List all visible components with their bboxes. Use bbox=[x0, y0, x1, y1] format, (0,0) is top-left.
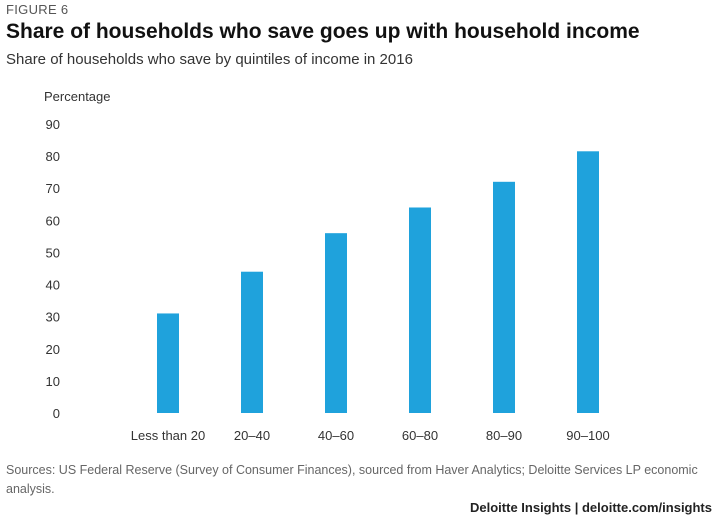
y-tick-label: 80 bbox=[46, 149, 60, 164]
bar bbox=[493, 181, 515, 413]
credit-line: Deloitte Insights | deloitte.com/insight… bbox=[470, 500, 712, 515]
y-axis-ticks: 0 10 20 30 40 50 60 70 80 90 bbox=[46, 117, 60, 421]
bar bbox=[157, 313, 179, 413]
y-tick-label: 40 bbox=[46, 278, 60, 293]
x-tick-label: Less than 20 bbox=[131, 428, 205, 443]
x-tick-label: 90–100 bbox=[566, 428, 609, 443]
y-axis-label: Percentage bbox=[44, 89, 111, 104]
y-tick-label: 10 bbox=[46, 374, 60, 389]
bar bbox=[409, 207, 431, 413]
y-tick-label: 90 bbox=[46, 117, 60, 132]
x-tick-label: 80–90 bbox=[486, 428, 522, 443]
bar bbox=[577, 151, 599, 413]
bar-chart: Percentage 0 10 20 30 40 50 60 70 80 90 Less than… bbox=[44, 89, 610, 443]
bar bbox=[325, 233, 347, 413]
bars bbox=[157, 151, 599, 413]
bar bbox=[241, 271, 263, 413]
source-note: Sources: US Federal Reserve (Survey of C… bbox=[6, 463, 698, 496]
y-tick-label: 0 bbox=[53, 406, 60, 421]
x-tick-label: 20–40 bbox=[234, 428, 270, 443]
y-tick-label: 50 bbox=[46, 245, 60, 260]
x-tick-label: 60–80 bbox=[402, 428, 438, 443]
x-axis-ticks: Less than 20 20–40 40–60 60–80 80–90 90–100 bbox=[131, 428, 610, 443]
chart-title: Share of households who save goes up wit… bbox=[6, 20, 640, 43]
y-tick-label: 60 bbox=[46, 213, 60, 228]
figure-label: FIGURE 6 bbox=[6, 2, 69, 17]
chart-subtitle: Share of households who save by quintile… bbox=[6, 51, 413, 68]
y-tick-label: 30 bbox=[46, 310, 60, 325]
y-tick-label: 20 bbox=[46, 342, 60, 357]
y-tick-label: 70 bbox=[46, 181, 60, 196]
x-tick-label: 40–60 bbox=[318, 428, 354, 443]
